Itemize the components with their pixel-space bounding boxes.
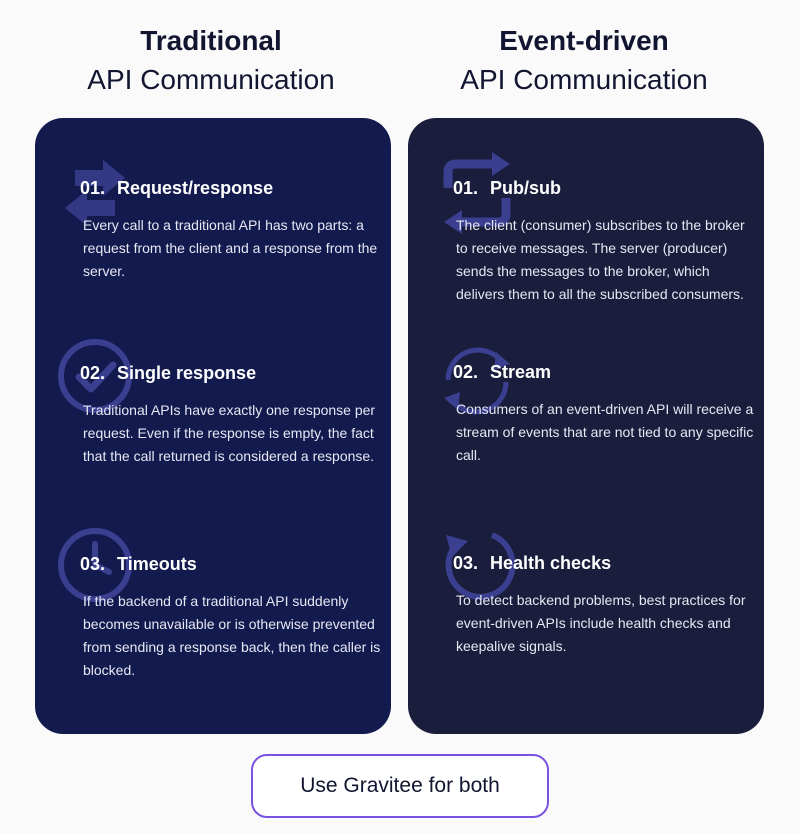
section-title-text: Timeouts — [117, 554, 197, 574]
section-title-text: Health checks — [490, 553, 612, 573]
section-number: 03. — [80, 554, 106, 574]
cycle-arrows-icon — [444, 347, 510, 415]
section-title-text: Stream — [490, 362, 552, 382]
traditional-panel: 01. Request/response Every call to a trad… — [35, 118, 391, 734]
traditional-heading: Traditional API Communication — [33, 22, 389, 100]
section-title-text: Request/response — [117, 178, 274, 198]
section-title-text: Single response — [117, 363, 257, 383]
traditional-section-2-body: Traditional APIs have exactly one respon… — [83, 402, 376, 464]
refresh-square-icon — [443, 152, 511, 234]
section-number: 01. — [453, 178, 479, 198]
clock-icon — [58, 528, 132, 602]
event-driven-section-3-title: 03. Health checks — [453, 551, 611, 575]
use-gravitee-button[interactable]: Use Gravitee for both — [251, 754, 549, 818]
traditional-section-1-title: 01. Request/response — [80, 176, 273, 200]
traditional-section-3-body: If the backend of a traditional API sudd… — [83, 593, 381, 678]
event-driven-heading-bold: Event-driven — [499, 25, 669, 56]
event-driven-panel: 01. Pub/sub The client (consumer) subscri… — [408, 118, 764, 734]
traditional-heading-bold: Traditional — [140, 25, 282, 56]
traditional-section-2-title: 02. Single response — [80, 361, 256, 385]
event-driven-section-1-title: 01. Pub/sub — [453, 176, 561, 200]
check-circle-icon — [58, 339, 132, 413]
event-driven-heading: Event-driven API Communication — [406, 22, 762, 100]
event-driven-section-3-body: To detect backend problems, best practic… — [456, 592, 746, 654]
event-driven-heading-regular: API Communication — [460, 64, 708, 95]
traditional-section-1-body: Every call to a traditional API has two … — [83, 217, 378, 279]
section-number: 02. — [80, 363, 106, 383]
section-title-text: Pub/sub — [490, 178, 562, 198]
section-number: 02. — [453, 362, 479, 382]
traditional-section-3-title: 03. Timeouts — [80, 552, 197, 576]
event-driven-section-1-body: The client (consumer) subscribes to the … — [456, 217, 745, 302]
section-number: 01. — [80, 178, 106, 198]
section-number: 03. — [453, 553, 479, 573]
reload-icon — [445, 532, 516, 600]
swap-arrows-icon — [65, 160, 125, 226]
event-driven-section-2-title: 02. Stream — [453, 360, 551, 384]
traditional-heading-regular: API Communication — [87, 64, 335, 95]
event-driven-section-2-body: Consumers of an event-driven API will re… — [456, 401, 754, 463]
